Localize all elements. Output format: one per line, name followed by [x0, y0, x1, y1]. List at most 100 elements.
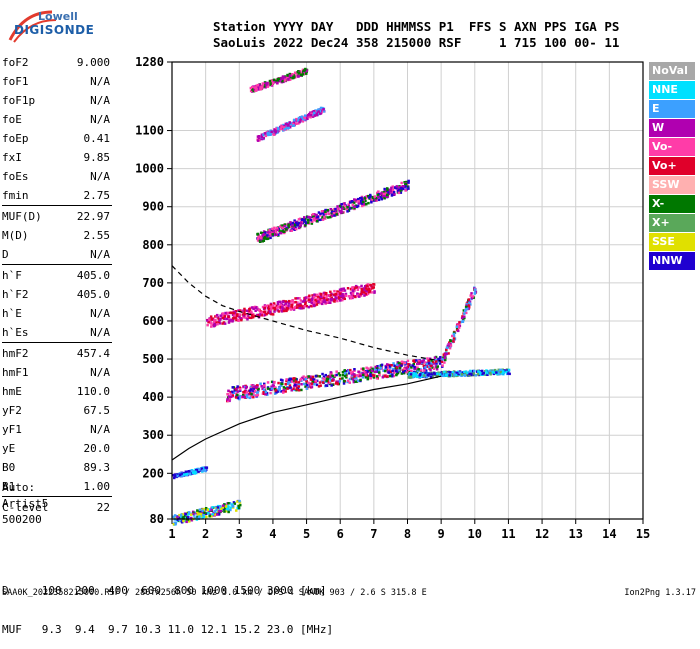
echo-point: [317, 211, 321, 214]
echo-point: [386, 363, 389, 366]
echo-point: [283, 223, 287, 226]
echo-point: [407, 376, 410, 379]
echo-point: [274, 386, 277, 389]
echo-point: [281, 127, 284, 130]
x-tick-label: 4: [269, 527, 276, 541]
param-row-1: foF1 N/A: [2, 75, 110, 89]
echo-point: [275, 391, 278, 394]
echo-point: [178, 473, 182, 477]
echo-point: [299, 117, 302, 120]
echo-point: [198, 508, 202, 511]
echo-point: [377, 198, 381, 202]
echo-point: [346, 287, 350, 290]
echo-point: [369, 373, 372, 376]
echo-point: [272, 78, 276, 82]
echo-point: [270, 130, 273, 133]
param-name: yF1: [2, 423, 22, 436]
echo-point: [231, 319, 235, 322]
echo-point: [260, 235, 263, 238]
echo-point: [395, 365, 399, 368]
echo-point: [228, 317, 231, 321]
echo-point: [352, 380, 356, 384]
echo-point: [195, 468, 198, 472]
echo-point: [296, 297, 299, 300]
echo-point: [396, 368, 400, 372]
echo-point: [235, 318, 238, 322]
echo-point: [276, 302, 280, 306]
echo-point: [367, 367, 370, 370]
echo-point: [300, 388, 303, 392]
echo-point: [403, 361, 407, 365]
echo-point: [288, 126, 292, 129]
echo-point: [190, 516, 193, 520]
echo-point: [276, 390, 280, 393]
echo-point: [272, 302, 276, 305]
echo-point: [218, 510, 221, 513]
echo-point: [397, 191, 401, 195]
echo-point: [304, 67, 307, 71]
echo-point: [304, 221, 308, 224]
echo-point: [275, 226, 279, 230]
echo-point: [281, 229, 284, 233]
echo-point: [366, 292, 370, 296]
param-row-17: hmE 110.0: [2, 385, 110, 399]
echo-point: [384, 194, 387, 198]
echo-point: [430, 372, 433, 375]
echo-point: [425, 375, 429, 379]
echo-point: [232, 311, 235, 315]
echo-point: [198, 512, 201, 516]
echo-point: [293, 377, 296, 380]
echo-point: [317, 385, 321, 388]
echo-point: [324, 210, 327, 213]
echo-point: [303, 116, 306, 120]
echo-point: [337, 372, 341, 375]
echo-point: [255, 394, 258, 397]
echo-point: [431, 366, 434, 369]
echo-point: [349, 368, 352, 372]
chart-curves: [171, 265, 442, 461]
echo-point: [274, 389, 278, 392]
echo-point: [256, 313, 259, 317]
param-name: hmF2: [2, 347, 29, 360]
echo-point: [315, 383, 319, 387]
echo-point: [299, 118, 302, 122]
echo-point: [277, 381, 280, 385]
param-row-23: C-level 22: [2, 501, 110, 515]
echo-point: [358, 295, 361, 298]
echo-point: [216, 506, 220, 509]
echo-point: [336, 299, 339, 303]
echo-point: [394, 366, 397, 370]
echo-point: [284, 300, 287, 303]
echo-point: [297, 389, 301, 392]
echo-point: [275, 127, 278, 130]
echo-point: [258, 139, 261, 142]
echo-point: [348, 207, 352, 210]
echo-point: [176, 518, 180, 522]
echo-point: [369, 377, 372, 380]
echo-point: [307, 375, 310, 378]
echo-point: [284, 76, 287, 79]
echo-point: [307, 298, 311, 302]
param-row-19: yF1 N/A: [2, 423, 110, 437]
echo-point: [376, 191, 379, 195]
echo-point: [374, 366, 377, 369]
echo-point: [383, 375, 387, 378]
echo-point: [287, 123, 290, 127]
echo-point: [323, 217, 327, 220]
echo-point: [307, 218, 310, 222]
param-row-8: MUF(D) 22.97: [2, 210, 110, 224]
echo-point: [279, 378, 283, 382]
echo-point: [452, 331, 456, 334]
echo-point: [324, 301, 327, 304]
echo-point: [338, 374, 342, 377]
echo-point: [221, 315, 224, 318]
echo-point: [292, 225, 296, 228]
echo-point: [311, 220, 314, 223]
echo-point: [344, 374, 347, 378]
echo-point: [299, 221, 303, 224]
echo-point: [396, 370, 399, 373]
echo-point: [362, 291, 366, 294]
echo-point: [336, 294, 339, 298]
echo-point: [254, 309, 257, 312]
echo-point: [441, 374, 444, 377]
